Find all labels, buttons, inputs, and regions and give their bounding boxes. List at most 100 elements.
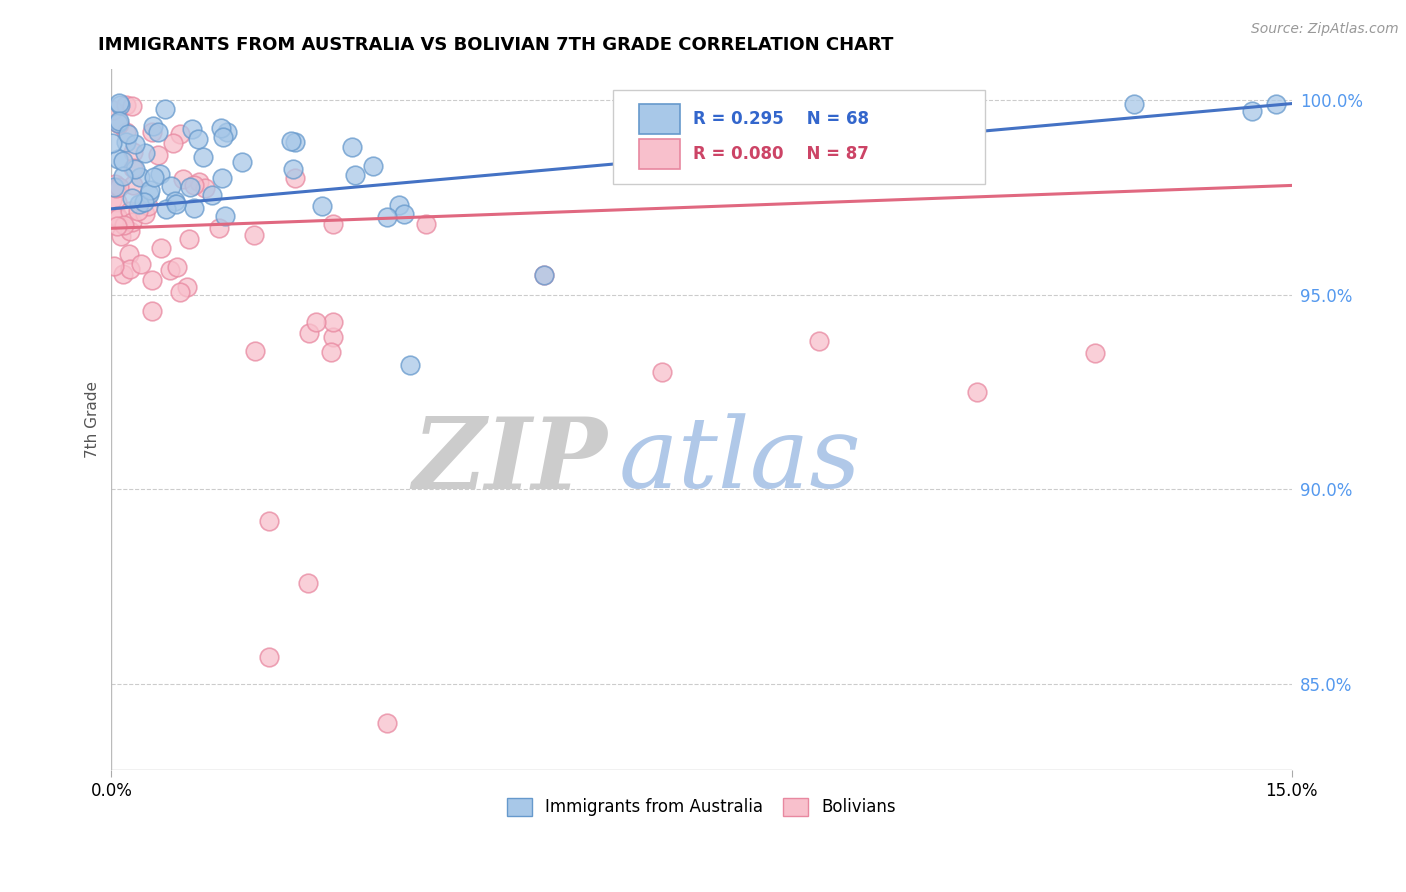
- Point: [112, 267, 135, 281]
- Point: [392, 207, 415, 221]
- Point: [120, 224, 142, 238]
- Point: [124, 161, 146, 176]
- Text: IMMIGRANTS FROM AUSTRALIA VS BOLIVIAN 7TH GRADE CORRELATION CHART: IMMIGRANTS FROM AUSTRALIA VS BOLIVIAN 7T…: [98, 36, 894, 54]
- Point: [169, 285, 191, 299]
- Point: [165, 194, 187, 209]
- Point: [388, 198, 411, 212]
- Point: [243, 227, 266, 242]
- Point: [176, 280, 198, 294]
- Point: [305, 315, 328, 329]
- Text: ZIP: ZIP: [412, 413, 607, 509]
- Point: [966, 384, 988, 399]
- Point: [115, 135, 138, 149]
- Point: [142, 119, 165, 133]
- Point: [141, 303, 163, 318]
- Point: [311, 199, 333, 213]
- Point: [134, 207, 156, 221]
- Point: [160, 178, 183, 193]
- Point: [533, 268, 555, 282]
- Point: [155, 102, 177, 116]
- Point: [177, 232, 200, 246]
- Point: [280, 135, 302, 149]
- FancyBboxPatch shape: [638, 104, 681, 134]
- FancyBboxPatch shape: [613, 89, 984, 185]
- Point: [138, 186, 160, 201]
- Point: [108, 180, 131, 194]
- Point: [1084, 346, 1107, 360]
- Point: [183, 202, 205, 216]
- Point: [165, 197, 187, 211]
- Point: [361, 159, 384, 173]
- Point: [107, 96, 129, 111]
- Point: [121, 161, 143, 176]
- Point: [212, 130, 235, 145]
- Point: [146, 125, 169, 139]
- Point: [180, 122, 202, 136]
- Point: [141, 124, 163, 138]
- Point: [103, 180, 125, 194]
- Point: [107, 113, 129, 128]
- Point: [399, 358, 422, 372]
- Point: [115, 125, 138, 139]
- Point: [121, 215, 143, 229]
- FancyBboxPatch shape: [638, 139, 681, 169]
- Point: [169, 127, 191, 141]
- Point: [808, 334, 831, 349]
- Point: [112, 169, 135, 183]
- Point: [146, 148, 169, 162]
- Point: [375, 716, 398, 731]
- Point: [141, 273, 163, 287]
- Point: [107, 152, 129, 166]
- Point: [188, 175, 211, 189]
- Point: [134, 194, 156, 209]
- Point: [121, 99, 143, 113]
- Point: [121, 191, 143, 205]
- Point: [215, 125, 238, 139]
- Point: [117, 127, 139, 141]
- Point: [533, 268, 555, 282]
- Point: [108, 117, 131, 131]
- Point: [208, 220, 231, 235]
- Point: [1123, 96, 1146, 111]
- Legend: Immigrants from Australia, Bolivians: Immigrants from Australia, Bolivians: [499, 789, 904, 825]
- Point: [179, 180, 201, 194]
- Point: [138, 183, 160, 197]
- Point: [104, 181, 127, 195]
- Point: [284, 170, 307, 185]
- Point: [1264, 96, 1286, 111]
- Point: [343, 168, 366, 182]
- Point: [134, 145, 156, 160]
- Point: [105, 194, 128, 209]
- Point: [127, 203, 149, 218]
- Point: [124, 137, 146, 152]
- Text: atlas: atlas: [619, 414, 862, 509]
- Point: [257, 650, 280, 665]
- Point: [375, 210, 398, 224]
- Point: [120, 261, 142, 276]
- Point: [283, 161, 305, 176]
- Point: [257, 514, 280, 528]
- Point: [211, 170, 233, 185]
- Text: Source: ZipAtlas.com: Source: ZipAtlas.com: [1251, 22, 1399, 37]
- Point: [108, 98, 131, 112]
- Point: [101, 136, 124, 150]
- Point: [415, 218, 437, 232]
- Point: [1241, 104, 1264, 119]
- Point: [340, 140, 363, 154]
- Y-axis label: 7th Grade: 7th Grade: [86, 381, 100, 458]
- Point: [209, 120, 232, 135]
- Point: [143, 170, 166, 185]
- Point: [159, 263, 181, 277]
- Point: [149, 167, 172, 181]
- Point: [118, 247, 141, 261]
- Point: [115, 97, 138, 112]
- Point: [322, 329, 344, 343]
- Point: [103, 259, 125, 273]
- Point: [107, 211, 129, 226]
- Point: [136, 199, 159, 213]
- Point: [183, 178, 205, 193]
- Point: [283, 136, 305, 150]
- Point: [104, 177, 127, 191]
- Point: [166, 260, 188, 274]
- Point: [110, 229, 132, 244]
